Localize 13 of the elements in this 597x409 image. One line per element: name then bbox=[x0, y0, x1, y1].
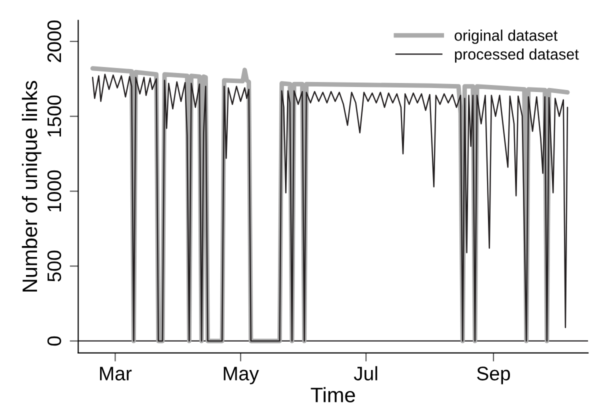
legend-label: processed dataset bbox=[455, 48, 579, 63]
y-axis-title: Number of unique links bbox=[22, 80, 42, 292]
x-tick-label: Jul bbox=[354, 366, 378, 380]
x-tick-label: May bbox=[224, 366, 259, 384]
legend-label: original dataset bbox=[454, 30, 558, 44]
y-tick-label: 0 bbox=[47, 336, 62, 346]
x-tick-label: Sep bbox=[477, 366, 510, 384]
y-tick-label: 1500 bbox=[47, 95, 62, 136]
y-tick-label: 1000 bbox=[47, 170, 62, 212]
x-axis-title: Time bbox=[310, 387, 355, 402]
y-tick-label: 2000 bbox=[47, 20, 62, 62]
y-tick-label: 500 bbox=[47, 250, 62, 282]
x-tick-label: Mar bbox=[100, 366, 132, 380]
